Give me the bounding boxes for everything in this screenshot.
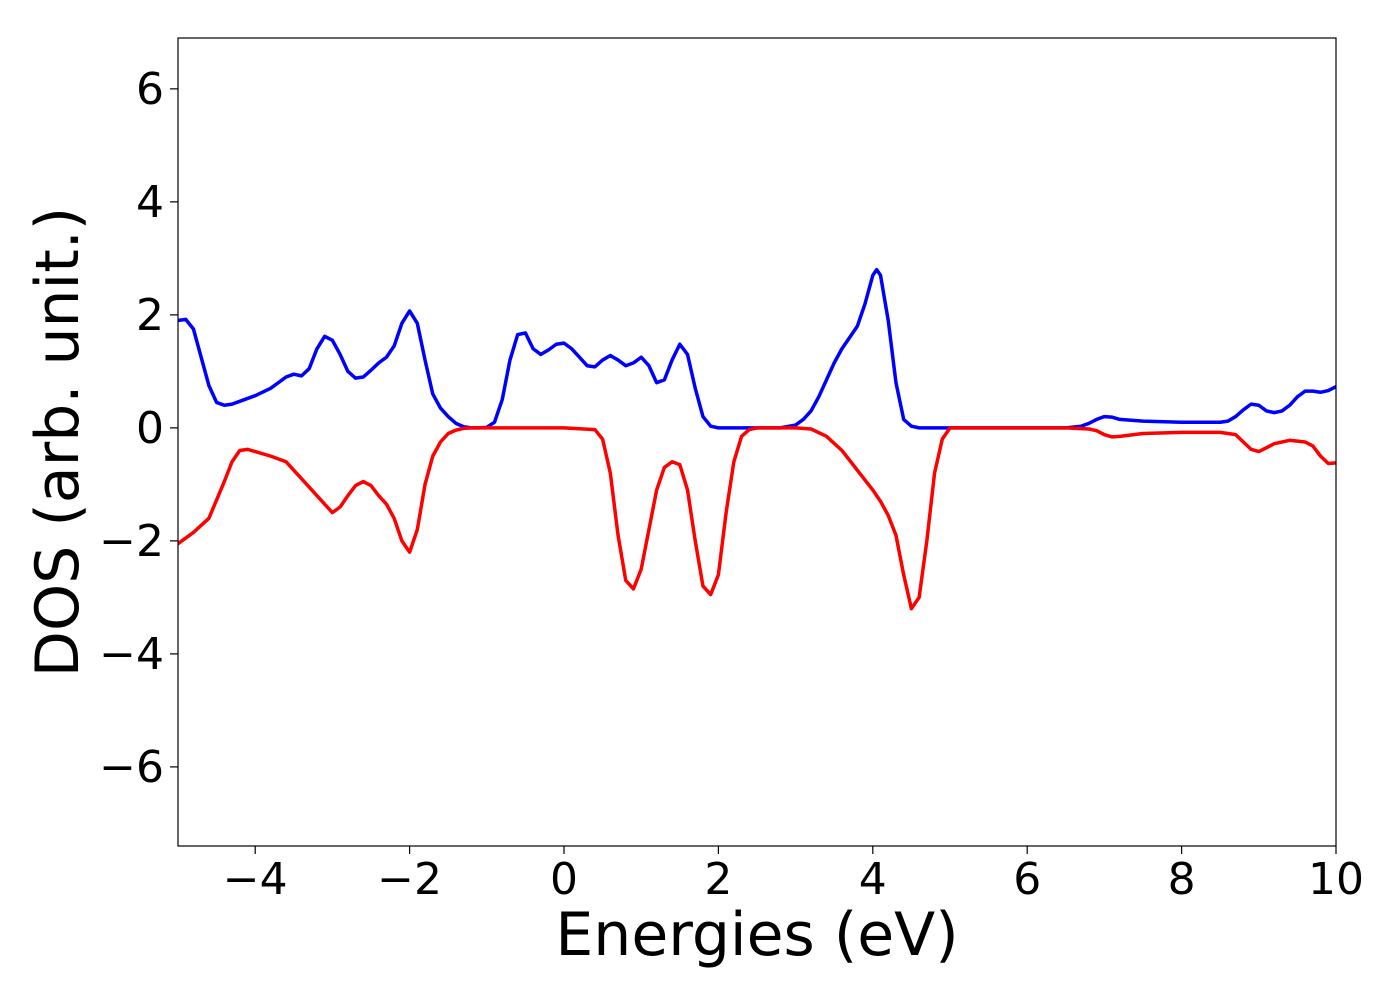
x-tick-label: 8: [1168, 854, 1196, 905]
series-line-1: [178, 267, 1336, 430]
plot-frame: [177, 37, 1337, 847]
x-axis: −4 −2 0 2 4 6 8 10: [223, 846, 1364, 905]
x-tick-label: 10: [1308, 854, 1364, 905]
plot-background: [178, 38, 1336, 846]
x-axis-label: Energies (eV): [555, 900, 958, 970]
x-tick-label: 0: [550, 854, 578, 905]
y-axis-label: DOS (arb. unit.): [23, 207, 93, 677]
x-tick-label: 4: [859, 854, 887, 905]
y-tick-label: −6: [99, 742, 164, 793]
x-tick-label: 6: [1013, 854, 1041, 905]
x-tick-label: −2: [377, 854, 442, 905]
x-tick-label: 2: [704, 854, 732, 905]
y-tick-label: 4: [136, 177, 164, 228]
y-tick-label: −2: [99, 516, 164, 567]
y-tick-label: 2: [136, 290, 164, 341]
series-line-2: [178, 426, 1336, 611]
y-axis: −6 −4 −2 0 2 4 6: [99, 64, 178, 793]
y-tick-label: 6: [136, 64, 164, 115]
y-tick-label: −4: [99, 629, 164, 680]
series-layer: [178, 267, 1336, 611]
x-tick-label: −4: [223, 854, 288, 905]
y-tick-label: 0: [136, 403, 164, 454]
